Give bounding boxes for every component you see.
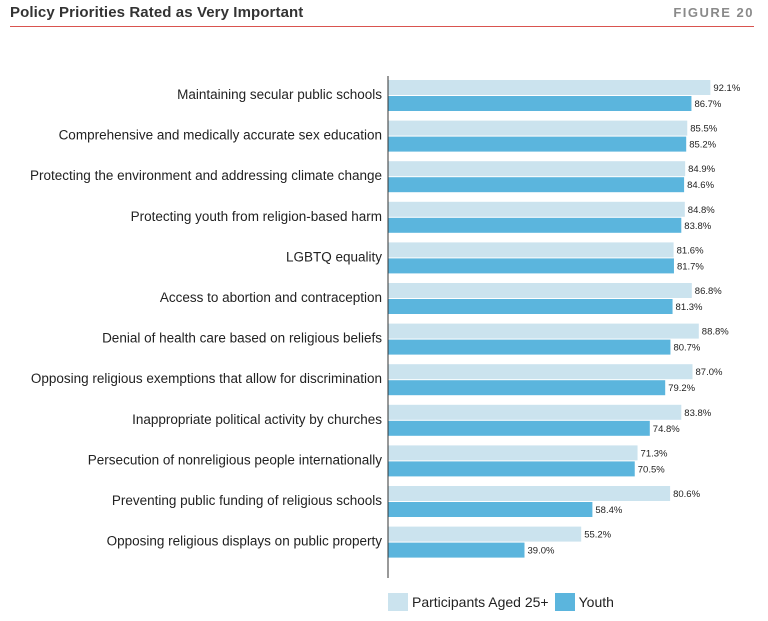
bar-youth <box>388 461 635 477</box>
figure-number: FIGURE 20 <box>673 5 754 20</box>
legend-swatch-youth <box>554 593 575 611</box>
value-label-participants: 85.5% <box>690 124 717 135</box>
category-label: Maintaining secular public schools <box>177 87 382 102</box>
category-label: Persecution of nonreligious people inter… <box>88 452 382 467</box>
bar-youth <box>388 299 673 314</box>
category-label: Comprehensive and medically accurate sex… <box>59 128 382 143</box>
value-label-participants: 83.8% <box>684 408 711 419</box>
value-label-participants: 84.8% <box>688 205 715 216</box>
bar-youth <box>388 177 685 193</box>
category-label: LGBTQ equality <box>286 249 382 264</box>
category-label: Denial of health care based on religious… <box>102 331 382 346</box>
bar-youth <box>388 217 682 233</box>
value-label-participants: 80.6% <box>673 489 700 500</box>
legend-item-youth: Youth <box>554 593 614 611</box>
value-label-youth: 70.5% <box>638 464 665 475</box>
bar-participants <box>388 526 582 542</box>
category-label: Opposing religious displays on public pr… <box>107 534 383 549</box>
value-label-participants: 81.6% <box>677 245 704 256</box>
value-label-youth: 79.2% <box>668 383 695 394</box>
value-label-youth: 83.8% <box>684 221 711 232</box>
value-label-participants: 71.3% <box>641 448 668 459</box>
bar-youth <box>388 96 692 111</box>
bar-youth <box>388 339 671 355</box>
value-label-youth: 74.8% <box>653 424 680 435</box>
value-label-youth: 80.7% <box>673 343 700 354</box>
category-label: Protecting the environment and addressin… <box>30 168 382 183</box>
bar-participants <box>388 120 688 136</box>
category-label: Opposing religious exemptions that allow… <box>31 371 382 386</box>
category-label: Access to abortion and contraception <box>160 290 382 305</box>
legend-label-participants: Participants Aged 25+ <box>412 594 549 610</box>
value-label-participants: 92.1% <box>713 83 740 94</box>
bar-participants <box>388 283 692 298</box>
chart-title: Policy Priorities Rated as Very Importan… <box>10 4 304 21</box>
bar-participants <box>388 445 638 461</box>
value-label-youth: 39.0% <box>528 546 555 557</box>
value-label-participants: 84.9% <box>688 164 715 175</box>
bar-youth <box>388 542 525 558</box>
bar-participants <box>388 201 685 217</box>
bar-youth <box>388 380 666 396</box>
bar-youth <box>388 502 593 517</box>
value-label-participants: 86.8% <box>695 286 722 297</box>
bar-youth <box>388 258 674 274</box>
value-label-participants: 88.8% <box>702 327 729 338</box>
bar-participants <box>388 161 686 177</box>
bar-participants <box>388 486 671 501</box>
value-label-youth: 84.6% <box>687 180 714 191</box>
chart-header: Policy Priorities Rated as Very Importan… <box>10 4 754 26</box>
chart-legend: Participants Aged 25+ Youth <box>388 592 620 612</box>
value-label-youth: 85.2% <box>689 140 716 151</box>
legend-swatch-participants <box>388 593 408 611</box>
category-label: Preventing public funding of religious s… <box>112 493 382 508</box>
bar-participants <box>388 404 682 420</box>
bar-participants <box>388 242 674 258</box>
value-label-youth: 58.4% <box>595 505 622 516</box>
bar-youth <box>388 136 687 152</box>
category-label: Inappropriate political activity by chur… <box>132 412 382 427</box>
value-label-youth: 81.7% <box>677 261 704 272</box>
value-label-participants: 87.0% <box>696 367 723 378</box>
category-label: Protecting youth from religion-based har… <box>131 209 382 224</box>
value-label-youth: 86.7% <box>694 99 721 110</box>
value-label-youth: 81.3% <box>676 302 703 313</box>
bar-participants <box>388 364 693 380</box>
title-divider <box>10 26 754 27</box>
bar-chart: Maintaining secular public schools 92.1% 8… <box>30 76 741 578</box>
bar-participants <box>388 323 699 339</box>
bar-participants <box>388 80 711 95</box>
legend-label-youth: Youth <box>578 594 614 610</box>
value-label-participants: 55.2% <box>584 530 611 541</box>
legend-item-participants: Participants Aged 25+ <box>388 593 549 611</box>
bar-youth <box>388 420 650 436</box>
